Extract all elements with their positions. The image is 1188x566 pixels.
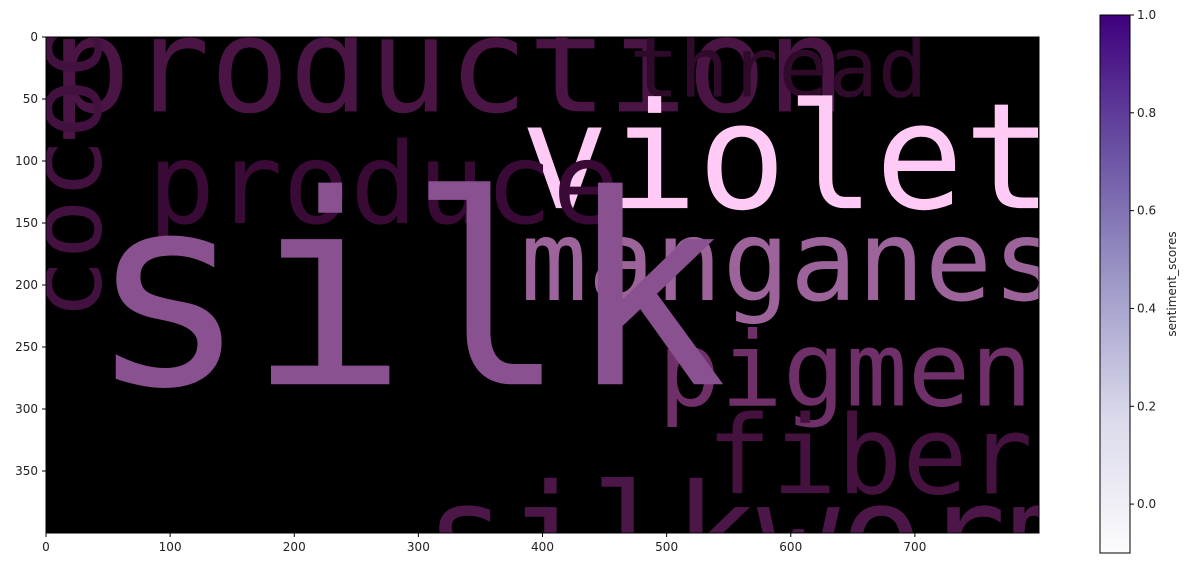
y-tick-label: 250 xyxy=(15,340,38,354)
y-tick-label: 100 xyxy=(15,154,38,168)
y-tick-label: 150 xyxy=(15,216,38,230)
word-violet: violet xyxy=(520,71,1052,243)
word-production: production xyxy=(51,0,846,143)
y-tick-label: 200 xyxy=(15,278,38,292)
colorbar-tick-label: 0.0 xyxy=(1137,497,1156,511)
x-tick-label: 700 xyxy=(903,540,926,554)
word-silkworm: silkworm xyxy=(425,455,1089,566)
y-tick-label: 300 xyxy=(15,402,38,416)
x-tick-label: 200 xyxy=(283,540,306,554)
colorbar-tick-label: 1.0 xyxy=(1137,8,1156,22)
y-tick-label: 50 xyxy=(23,92,38,106)
x-tick-label: 0 xyxy=(42,540,50,554)
colorbar-tick-label: 0.6 xyxy=(1137,204,1156,218)
word-thread: thread xyxy=(629,21,927,117)
y-tick-label: 350 xyxy=(15,464,38,478)
word-cocoon: cocoon xyxy=(8,0,125,320)
word-silk: silk xyxy=(88,138,727,447)
colorbar-tick-label: 0.8 xyxy=(1137,106,1156,120)
x-tick-label: 600 xyxy=(779,540,802,554)
colorbar-tick-label: 0.4 xyxy=(1137,301,1156,315)
colorbar-axis: 0.0 0.2 0.4 0.6 0.8 1.0 xyxy=(1130,8,1156,511)
x-axis: 0 100 200 300 400 500 600 700 xyxy=(42,533,926,554)
colorbar xyxy=(1099,14,1131,554)
word-fiber: fiber xyxy=(706,392,1033,519)
word-manganese: manganese xyxy=(520,197,1127,327)
y-tick-label: 0 xyxy=(30,30,38,44)
x-tick-label: 100 xyxy=(159,540,182,554)
colorbar-label: sentiment_scores xyxy=(1165,231,1179,336)
colorbar-tick-label: 0.2 xyxy=(1137,399,1156,413)
x-tick-label: 500 xyxy=(655,540,678,554)
word-produce: produce xyxy=(148,120,620,250)
word-pigment: pigment xyxy=(658,310,1095,430)
plot-background xyxy=(46,37,1039,533)
x-tick-label: 300 xyxy=(407,540,430,554)
x-tick-label: 400 xyxy=(531,540,554,554)
y-axis: 0 50 100 150 200 250 300 350 xyxy=(15,30,46,478)
